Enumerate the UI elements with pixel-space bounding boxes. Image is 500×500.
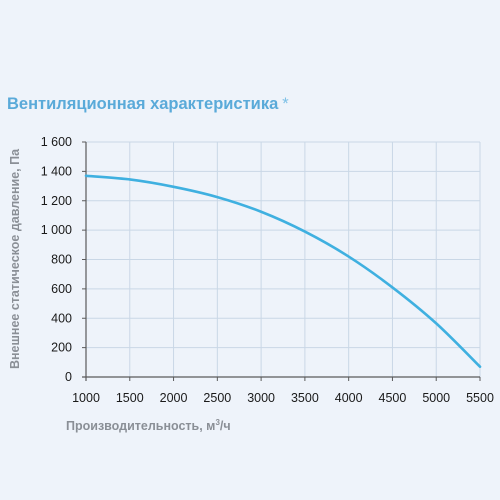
x-axis-title-prefix: Производительность, м — [66, 419, 215, 433]
x-axis-title-suffix: /ч — [220, 419, 231, 433]
x-tick-label: 1500 — [116, 391, 144, 405]
chart-title-mark: * — [282, 95, 289, 113]
series-group — [84, 174, 482, 369]
series-line — [84, 174, 482, 369]
x-tick-label: 5000 — [422, 391, 450, 405]
x-axis-title: Производительность, м3/ч — [66, 418, 231, 433]
x-tick-label: 5500 — [466, 391, 494, 405]
x-tick-label: 2000 — [160, 391, 188, 405]
y-tick-label: 1 400 — [41, 164, 72, 178]
y-tick-label: 800 — [51, 253, 72, 267]
y-tick-label: 0 — [65, 370, 72, 384]
grid-lines — [85, 141, 481, 378]
x-axis-title-sup: 3 — [215, 418, 220, 427]
x-tick-label: 3000 — [247, 391, 275, 405]
x-tick-label: 4000 — [335, 391, 363, 405]
y-tick-label: 1 000 — [41, 223, 72, 237]
y-tick-label: 200 — [51, 341, 72, 355]
chart-title-text: Вентиляционная характеристика — [7, 95, 279, 113]
x-tick-label: 2500 — [203, 391, 231, 405]
y-tick-label: 400 — [51, 311, 72, 325]
x-tick-label: 4500 — [379, 391, 407, 405]
x-tick-label: 3500 — [291, 391, 319, 405]
y-tick-label: 600 — [51, 282, 72, 296]
y-tick-label: 1 200 — [41, 194, 72, 208]
x-tick-label: 1000 — [72, 391, 100, 405]
y-tick-label: 1 600 — [41, 135, 72, 149]
chart-title: Вентиляционная характеристика * — [7, 95, 289, 114]
y-axis-title: Внешнее статическое давление, Па — [8, 148, 22, 369]
axes — [82, 141, 481, 381]
